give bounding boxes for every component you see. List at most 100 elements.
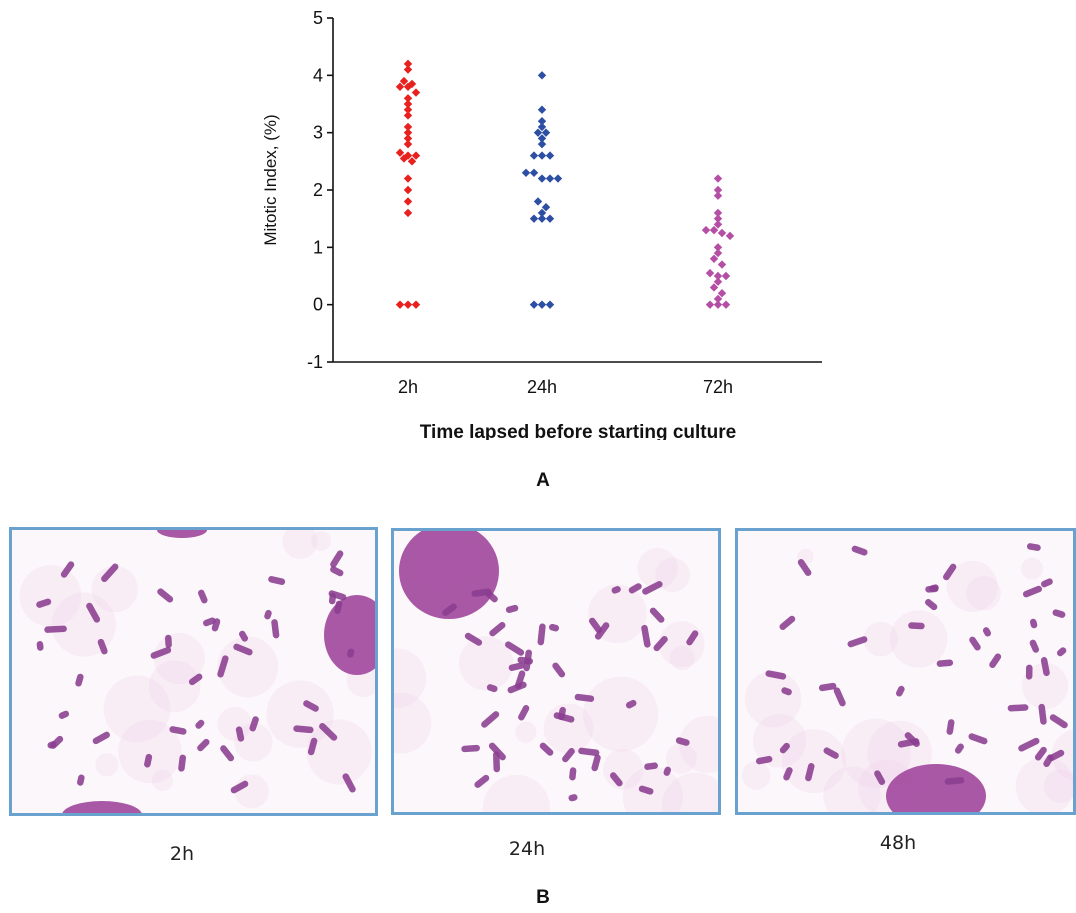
- chromosome: [874, 770, 886, 786]
- chromosome: [1043, 754, 1054, 768]
- y-tick-label: 1: [313, 237, 323, 257]
- data-point-72h: [725, 231, 735, 241]
- data-point-72h: [721, 300, 731, 309]
- cytoplasm-haze: [543, 703, 594, 754]
- data-point-72h: [709, 225, 719, 235]
- chromosome: [49, 735, 64, 749]
- chromosome: [86, 602, 101, 623]
- data-point-24h: [537, 174, 547, 183]
- data-point-24h: [537, 151, 547, 160]
- data-point-2h: [395, 82, 405, 91]
- chromosome: [347, 648, 355, 658]
- chromosome: [989, 653, 1002, 669]
- chromosome: [649, 607, 665, 623]
- chromosome: [330, 566, 344, 577]
- mitotic-index-chart: -1 0 1 2 3 4 5 2h 24h 72h Mitotic Index, (%) Time l…: [261, 8, 822, 440]
- chromosome: [1040, 657, 1050, 677]
- data-point-24h: [537, 105, 547, 114]
- data-point-72h: [713, 185, 723, 195]
- chromosome: [293, 725, 314, 734]
- data-point-2h: [403, 59, 413, 69]
- chromosome: [588, 617, 603, 634]
- data-point-2h: [403, 94, 413, 103]
- panel-b-label: B: [536, 887, 550, 908]
- data-point-2h: [411, 151, 421, 160]
- chromosome: [641, 624, 651, 648]
- chromosome: [1029, 618, 1038, 629]
- chromosome: [1022, 585, 1043, 598]
- chromosome: [197, 589, 208, 604]
- data-point-24h: [529, 300, 539, 309]
- chromosome: [489, 622, 506, 637]
- chromosome: [203, 617, 216, 627]
- chromosome: [539, 742, 554, 756]
- micrograph-24h-image: [394, 531, 718, 812]
- chromosome: [60, 561, 75, 578]
- chromosome: [783, 767, 793, 781]
- chromosome: [1038, 703, 1047, 725]
- data-point-2h: [403, 82, 413, 91]
- data-point-24h: [541, 203, 551, 212]
- cytoplasm-haze: [1021, 557, 1043, 580]
- chromosome: [823, 747, 839, 759]
- chromosome: [1049, 714, 1068, 729]
- data-point-24h: [533, 197, 543, 206]
- cytoplasm-haze: [661, 772, 718, 812]
- data-point-72h: [713, 243, 723, 252]
- chromosome: [644, 762, 658, 770]
- chromosome: [779, 742, 790, 754]
- data-point-24h: [537, 122, 547, 132]
- chromosome: [44, 625, 67, 633]
- chromosome: [1025, 664, 1033, 680]
- chromosome: [591, 754, 601, 772]
- cytoplasm-haze: [622, 766, 683, 812]
- data-point-2h: [403, 122, 413, 132]
- y-axis-label: Mitotic Index, (%): [261, 114, 280, 245]
- chromosome: [675, 737, 690, 746]
- cytoplasm-haze: [311, 531, 331, 551]
- interphase-nucleus: [62, 801, 142, 813]
- interphase-nucleus: [157, 530, 207, 538]
- chromosome: [233, 643, 253, 656]
- chromosome: [642, 581, 663, 595]
- chromosome: [851, 545, 868, 556]
- data-point-24h: [545, 300, 555, 309]
- data-point-2h: [411, 300, 421, 309]
- cytoplasm-haze: [234, 774, 269, 809]
- data-point-72h: [717, 228, 727, 238]
- chromosome: [230, 780, 249, 794]
- chromosome: [150, 646, 172, 659]
- micrograph-2h-image: [12, 530, 375, 813]
- data-point-2h: [403, 128, 413, 137]
- chromosome: [464, 632, 483, 646]
- chromosome: [663, 766, 672, 776]
- data-point-72h: [701, 225, 711, 235]
- chromosome: [195, 719, 205, 729]
- data-point-24h: [545, 214, 555, 223]
- chromosome: [505, 604, 519, 613]
- y-tick-label: 5: [313, 8, 323, 28]
- chromosome: [847, 636, 868, 648]
- chromosome: [303, 700, 319, 712]
- chromosome: [925, 599, 938, 611]
- data-point-72h: [713, 271, 723, 281]
- y-tick-label: -1: [307, 352, 323, 372]
- chromosome: [330, 550, 344, 568]
- data-point-2h: [403, 134, 413, 143]
- chromosome: [92, 731, 110, 745]
- chromosome: [197, 738, 210, 752]
- data-point-72h: [705, 268, 715, 278]
- cytoplasm-haze: [266, 680, 334, 748]
- chromosome: [610, 772, 623, 787]
- data-point-72h: [713, 214, 723, 223]
- cytoplasm-haze: [515, 721, 537, 743]
- chromosome: [897, 738, 920, 748]
- cytoplasm-haze: [583, 676, 658, 752]
- chromosome: [1052, 609, 1066, 618]
- chromosome: [36, 598, 52, 608]
- data-point-24h: [541, 128, 551, 137]
- cytoplasm-haze: [217, 706, 252, 742]
- micrograph-2h: [9, 527, 378, 816]
- data-point-24h: [537, 71, 547, 80]
- cytoplasm-haze: [889, 610, 948, 668]
